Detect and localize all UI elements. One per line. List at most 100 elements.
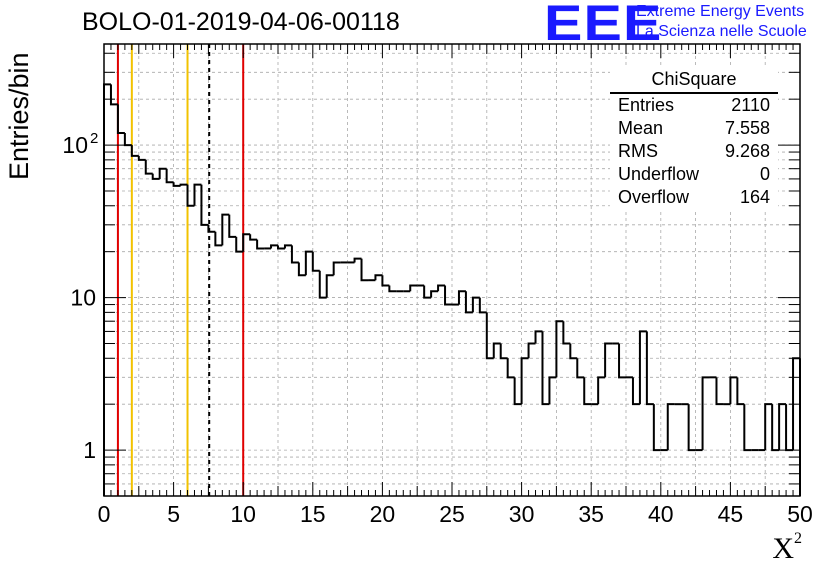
- y-tick-label-exponent: 2: [90, 130, 98, 147]
- reference-lines: [116, 44, 245, 496]
- histogram-bin: [123, 133, 132, 147]
- x-tick-labels: 0 5 10 15 20 25 30 35 40 45 50: [98, 501, 813, 527]
- histogram-bin: [618, 343, 626, 379]
- histogram-bin: [645, 331, 654, 406]
- stats-label: Entries: [618, 95, 675, 115]
- histogram-bin: [430, 290, 439, 298]
- logo-line-2: La Scienza nelle Scuole: [636, 23, 807, 40]
- histogram-bin: [235, 236, 244, 253]
- stats-row: RMS 9.268: [610, 140, 778, 163]
- histogram-bin: [548, 376, 557, 405]
- y-tick-label: 1: [83, 437, 96, 463]
- stats-value: 164: [739, 187, 770, 207]
- histogram-bin: [555, 320, 564, 378]
- x-tick-label: 10: [230, 501, 256, 527]
- histogram-bin: [165, 168, 174, 184]
- histogram-bin: [193, 183, 202, 206]
- histogram-bin: [283, 244, 292, 249]
- x-tick-label: 5: [167, 501, 180, 527]
- stats-label: RMS: [618, 141, 658, 161]
- histogram-bin: [353, 257, 362, 263]
- histogram-bin: [325, 274, 334, 298]
- stats-value: 7.558: [724, 118, 770, 138]
- histogram-bin: [214, 231, 223, 247]
- histogram-bin: [701, 376, 710, 451]
- stats-label: Underflow: [618, 164, 700, 184]
- histogram-bin: [360, 258, 369, 282]
- histogram-bin: [729, 376, 738, 405]
- histogram-bin: [277, 245, 285, 250]
- histogram-bin: [471, 296, 480, 313]
- eee-logo: EEE: [544, 0, 663, 51]
- x-axis-label: X2: [772, 530, 802, 566]
- histogram-bin: [687, 404, 696, 452]
- stats-row: Underflow 0: [610, 163, 778, 186]
- histogram-bin: [576, 358, 585, 379]
- histogram-bin: [256, 239, 265, 250]
- x-tick-label: 20: [370, 501, 396, 527]
- chart-title: BOLO-01-2019-04-06-00118: [82, 8, 400, 36]
- histogram-bin: [311, 251, 320, 272]
- histogram-bin: [109, 84, 118, 106]
- histogram-bin: [221, 213, 230, 246]
- x-tick-label: 40: [648, 501, 674, 527]
- stats-row: Mean 7.558: [610, 117, 778, 140]
- histogram-bin: [506, 358, 515, 379]
- histogram-bin: [444, 285, 452, 306]
- histogram-bin: [151, 173, 160, 180]
- x-tick-label: 30: [509, 501, 535, 527]
- histogram-bin: [743, 404, 752, 452]
- histogram-bin: [764, 403, 773, 451]
- x-axis-label-superscript: 2: [794, 530, 802, 547]
- x-tick-label: 0: [98, 501, 111, 527]
- histogram-bin: [186, 184, 195, 207]
- histogram-bin: [200, 184, 209, 226]
- histogram-bin: [374, 274, 383, 281]
- x-tick-label: 35: [578, 501, 604, 527]
- histogram-bin: [228, 214, 237, 238]
- histogram-bin: [604, 342, 613, 378]
- stats-value: 9.268: [724, 141, 770, 161]
- histogram-bin: [457, 290, 466, 305]
- y-tick-label: 10: [70, 285, 96, 311]
- histogram-bin: [485, 312, 494, 360]
- stats-value: 0: [759, 164, 770, 184]
- histogram-bin: [569, 343, 578, 360]
- histogram-bin: [527, 342, 536, 359]
- histogram-bin: [158, 167, 167, 179]
- histogram-bin: [478, 297, 487, 314]
- stats-rows: Entries 2110 Mean 7.558 RMS 9.268 Underflow 0 Ov…: [610, 94, 778, 209]
- histogram-bin: [785, 404, 794, 452]
- logo-line-1: Extreme Energy Events: [636, 3, 805, 20]
- grid-lines: [104, 44, 800, 496]
- histogram-bin: [130, 145, 139, 157]
- histogram-bin: [778, 403, 787, 451]
- stats-label: Mean: [618, 118, 664, 138]
- histogram-bin: [409, 284, 418, 292]
- histogram-bin: [103, 83, 111, 496]
- histogram-bin: [631, 377, 640, 406]
- histogram-bin: [242, 233, 251, 252]
- histogram-bin: [666, 403, 675, 451]
- x-axis-label-base: X: [772, 532, 794, 565]
- histogram-bin: [290, 245, 299, 264]
- histogram-bin: [332, 261, 341, 276]
- histogram-bin: [499, 343, 508, 360]
- stats-row: Entries 2110: [610, 94, 778, 117]
- histogram-bin: [492, 342, 501, 359]
- histogram-bin: [437, 284, 446, 292]
- histogram-bin: [597, 376, 606, 405]
- histogram-bin: [304, 250, 313, 276]
- histogram-bin: [583, 377, 592, 406]
- histogram-bin: [638, 330, 647, 405]
- x-tick-label: 45: [718, 501, 744, 527]
- histogram-bin: [562, 321, 571, 345]
- stats-box: ChiSquare Entries 2110 Mean 7.558 RMS 9.268 Un…: [610, 68, 778, 209]
- histogram-bin: [172, 182, 181, 187]
- histogram-bin: [388, 285, 397, 293]
- histogram-bin: [464, 291, 473, 314]
- histogram-bin: [318, 270, 327, 299]
- stats-box-title: ChiSquare: [610, 68, 778, 94]
